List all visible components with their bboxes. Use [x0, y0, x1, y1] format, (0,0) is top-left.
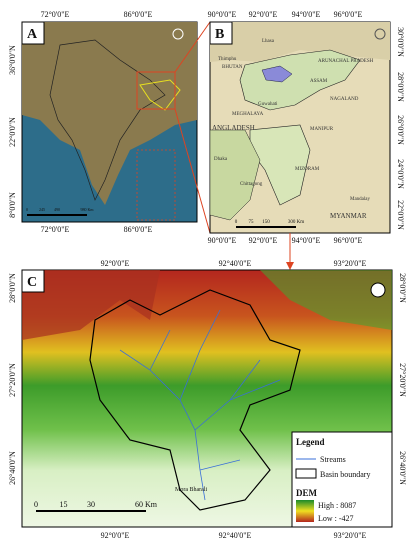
place-label: Guwahati — [258, 102, 278, 107]
coord-label: 72°0'0"E — [41, 225, 70, 234]
scale-label: 245 — [39, 207, 45, 212]
place-label: MYANMAR — [330, 212, 367, 220]
coord-label: 90°0'0"E — [208, 236, 237, 245]
place-label: NAGALAND — [330, 97, 359, 102]
legend-ramp — [296, 500, 314, 522]
coord-label: 93°20'0"E — [334, 531, 367, 540]
coord-label: 92°40'0"E — [219, 259, 252, 268]
panel-c: C Mora Bharali Legend Streams Basin boun… — [21, 269, 393, 528]
coord-label: 90°0'0"E — [208, 10, 237, 19]
connector — [174, 21, 211, 73]
scale-label: 490 — [54, 207, 60, 212]
scale-label: 75 — [249, 220, 255, 225]
coord-label: 92°0'0"E — [249, 10, 278, 19]
place-label: Dhaka — [214, 157, 228, 162]
place-label: MIZORAM — [295, 167, 320, 172]
legend-basin — [295, 468, 317, 479]
connector — [174, 108, 211, 234]
coord-label: 92°0'0"E — [249, 236, 278, 245]
place-label: Chittagong — [240, 182, 263, 187]
place-label: ANGLADESH — [212, 124, 255, 132]
scale-bar — [27, 214, 87, 216]
legend-text: High : 8087 — [318, 501, 356, 510]
coord-label: 24°0'0"N — [396, 159, 405, 189]
basin-boundary — [89, 289, 301, 511]
coord-label: 26°40'0"N — [8, 451, 17, 485]
coord-label: 94°0'0"E — [292, 236, 321, 245]
coord-label: 94°0'0"E — [292, 10, 321, 19]
panel-label: A — [27, 27, 38, 42]
scale-label: 30 — [87, 500, 95, 509]
coord-label: 22°0'0"N — [396, 200, 405, 230]
scale-label: 0 — [235, 220, 238, 225]
coord-label: 36°0'0"N — [8, 45, 17, 75]
coord-label: 28°0'0"N — [8, 273, 17, 303]
coord-label: 86°0'0"E — [124, 10, 153, 19]
scale-bar — [236, 226, 296, 228]
place-label: MEGHALAYA — [232, 112, 264, 117]
coord-label: 27°20'0"N — [398, 363, 407, 397]
scale-label: 60 Km — [135, 500, 158, 509]
place-label: Lhasa — [262, 39, 275, 44]
scale-label: 0 — [34, 500, 38, 509]
coord-label: 26°40'0"N — [398, 451, 407, 485]
place-label: ARUNACHAL PRADESH — [318, 59, 374, 64]
legend-text: Streams — [320, 455, 346, 464]
scale-label: 15 — [60, 500, 68, 509]
coord-label: 28°0'0"N — [396, 72, 405, 102]
streams — [119, 309, 281, 501]
legend-text: Low : -427 — [318, 514, 354, 523]
coord-label: 86°0'0"E — [124, 225, 153, 234]
place-label: Thimphu — [218, 57, 237, 62]
scale-label: 300 Km — [288, 220, 304, 225]
coord-label: 72°0'0"E — [41, 10, 70, 19]
legend-text: DEM — [296, 488, 318, 498]
panel-label: C — [27, 275, 37, 290]
coord-label: 22°0'0"N — [8, 117, 17, 147]
coord-label: 27°20'0"N — [8, 363, 17, 397]
coord-label: 28°0'0"N — [398, 273, 407, 303]
place-label: MANIPUR — [310, 127, 334, 132]
scale-label: 150 — [262, 220, 270, 225]
coord-label: 92°0'0"E — [101, 531, 130, 540]
scale-label: 0 — [26, 207, 28, 212]
coord-label: 96°0'0"E — [334, 236, 363, 245]
scale-label: 980 Km — [81, 207, 95, 212]
coord-label: 92°40'0"E — [219, 531, 252, 540]
river-label: Mora Bharali — [175, 487, 207, 493]
place-label: Mandalay — [350, 197, 370, 202]
panel-a: A — [21, 21, 198, 223]
coord-label: 26°0'0"N — [396, 115, 405, 145]
coord-label: 30°0'0"N — [396, 27, 405, 57]
legend-title: Legend — [296, 437, 325, 447]
coord-label: 93°20'0"E — [334, 259, 367, 268]
legend-text: Basin boundary — [320, 470, 370, 479]
place-label: ASSAM — [310, 79, 328, 84]
scale-bar — [36, 510, 146, 512]
panel-label: B — [215, 27, 224, 42]
place-label: BHUTAN — [222, 65, 243, 70]
coord-label: 92°0'0"E — [101, 259, 130, 268]
legend: Legend Streams Basin boundary DEM High :… — [291, 431, 393, 528]
arrow — [286, 262, 294, 270]
coord-label: 8°0'0"N — [8, 192, 17, 218]
coord-label: 96°0'0"E — [334, 10, 363, 19]
panel-b: B — [209, 21, 391, 234]
